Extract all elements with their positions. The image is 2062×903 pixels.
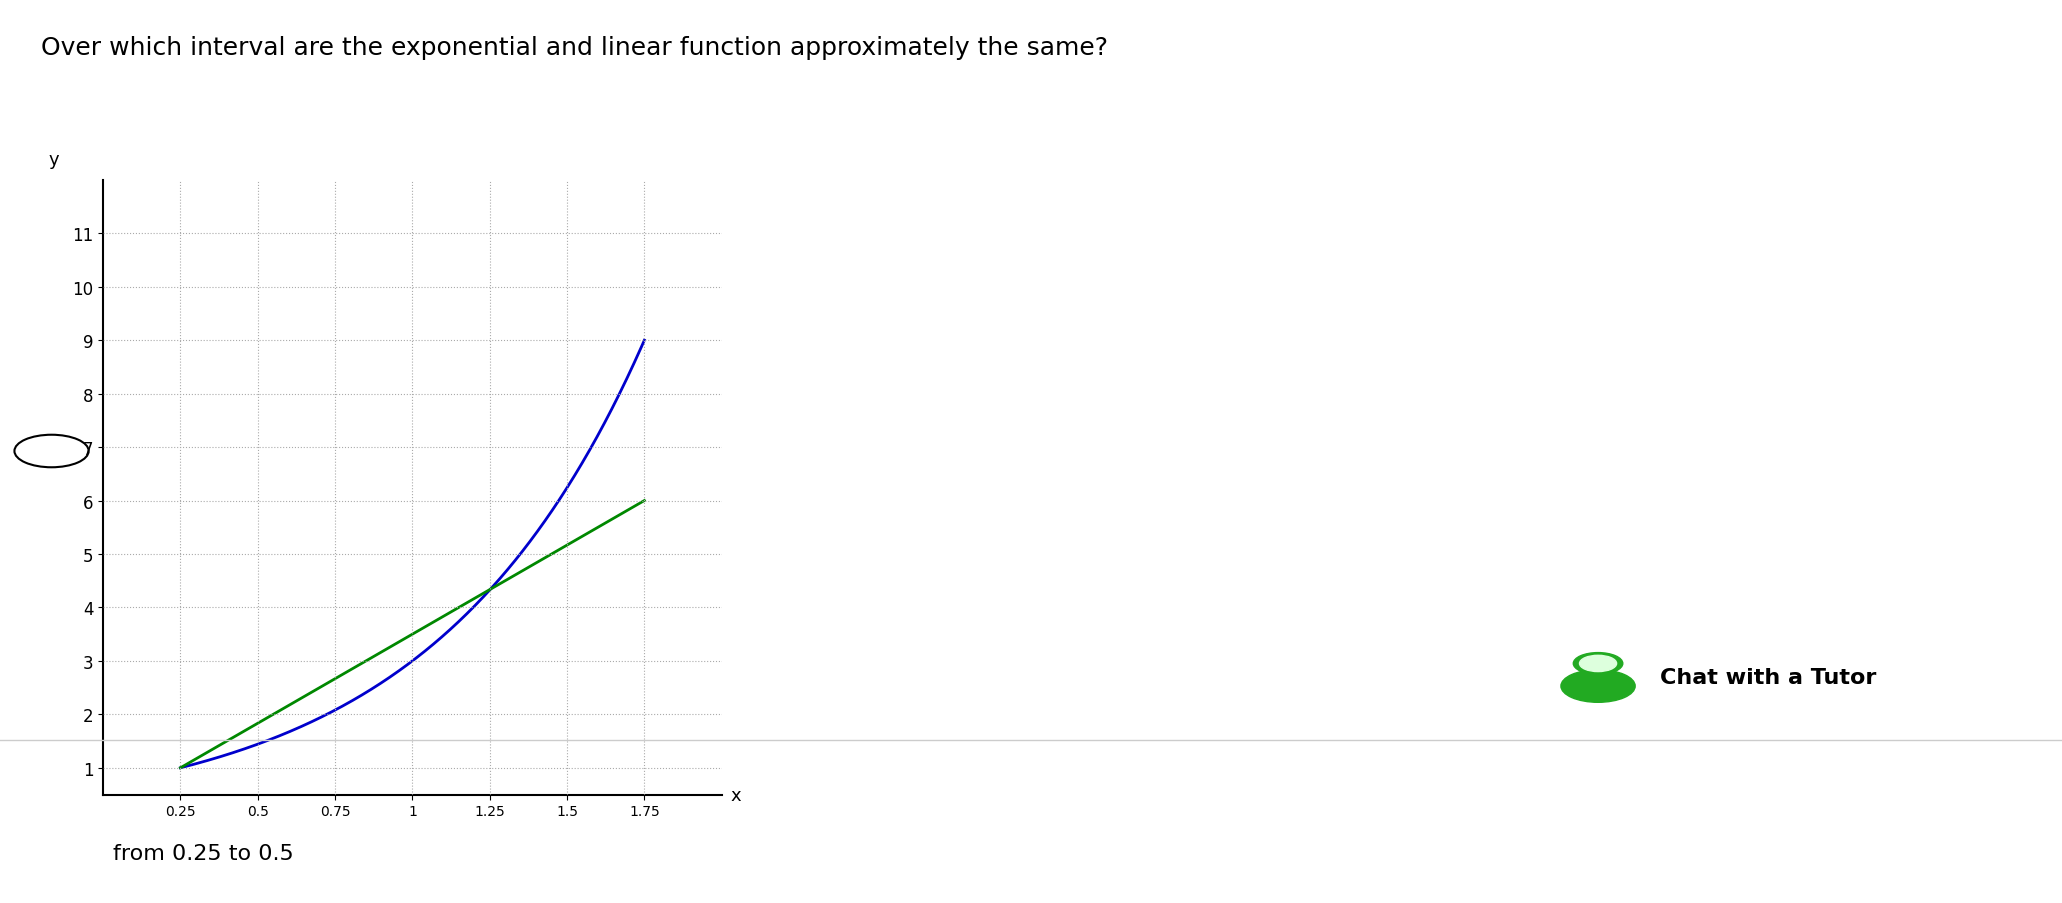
Y-axis label: y: y xyxy=(47,150,60,168)
Text: x: x xyxy=(730,786,742,804)
Text: from 0.25 to 0.5: from 0.25 to 0.5 xyxy=(113,843,295,863)
Text: Over which interval are the exponential and linear function approximately the sa: Over which interval are the exponential … xyxy=(41,36,1107,61)
Text: Chat with a Tutor: Chat with a Tutor xyxy=(1660,667,1876,687)
